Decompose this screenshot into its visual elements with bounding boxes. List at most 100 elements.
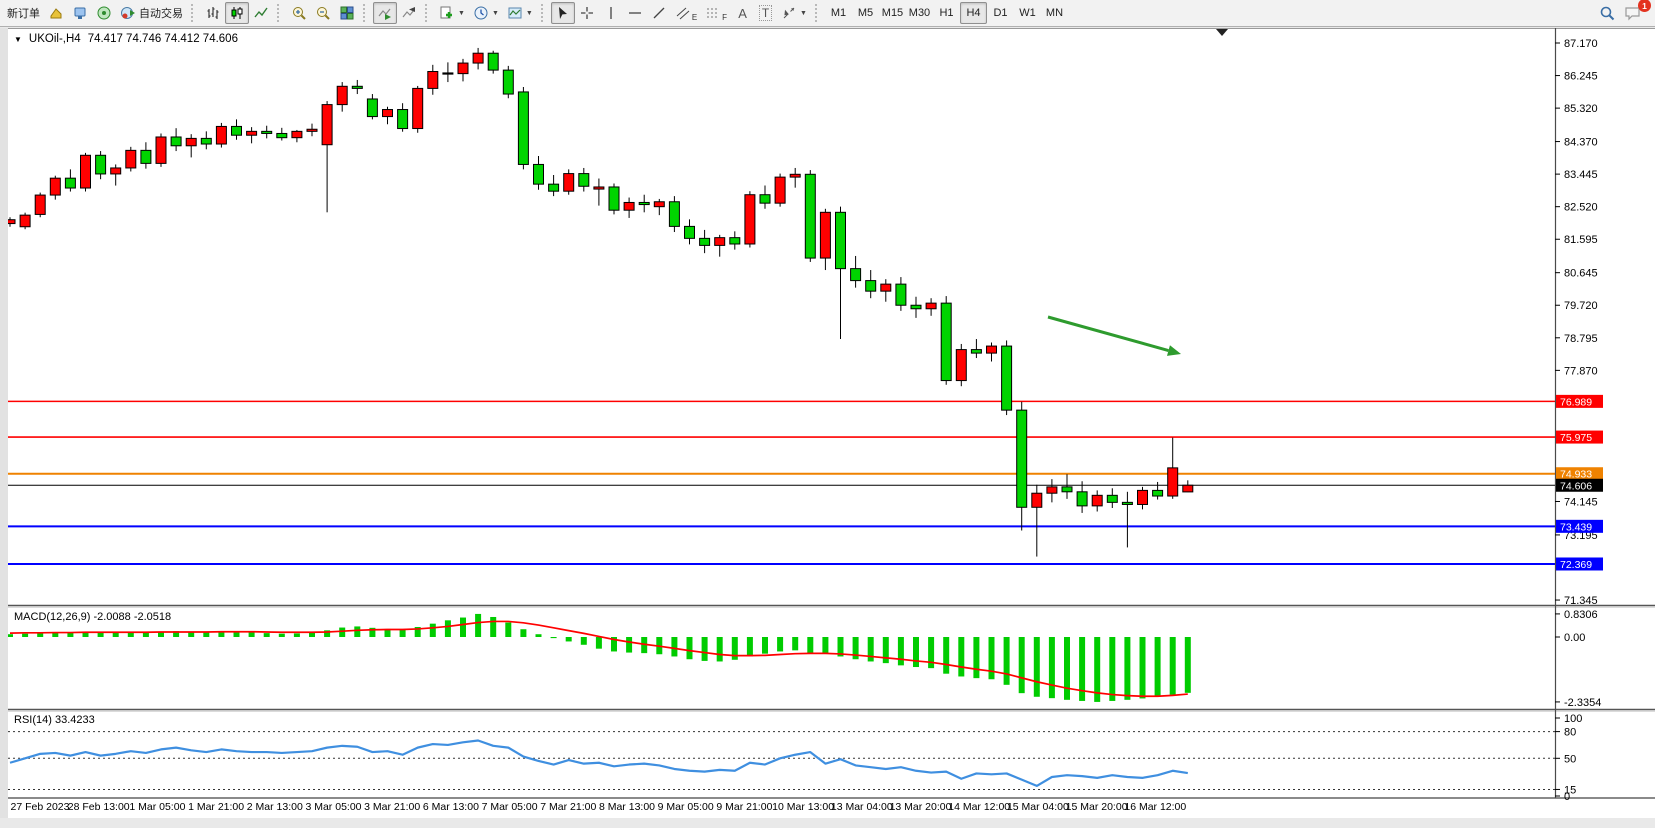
candle-body bbox=[397, 109, 409, 130]
vertical-line-icon bbox=[610, 7, 612, 19]
time-axis-label[interactable]: 10 Mar 13:00 bbox=[772, 801, 834, 813]
timeframe-m15[interactable]: M15 bbox=[879, 2, 906, 24]
timeframe-w1[interactable]: W1 bbox=[1014, 2, 1041, 24]
macd-bar bbox=[97, 632, 104, 637]
cursor-button[interactable] bbox=[550, 2, 575, 24]
channel-icon bbox=[676, 7, 690, 20]
zoom-in-button[interactable] bbox=[287, 2, 311, 24]
macd-bar bbox=[867, 637, 874, 662]
timeframe-mn[interactable]: MN bbox=[1041, 2, 1068, 24]
candle-body bbox=[699, 237, 711, 246]
terminal-button[interactable] bbox=[68, 2, 92, 24]
macd-bar bbox=[173, 631, 180, 637]
auto-scroll-button[interactable] bbox=[373, 2, 397, 24]
price-chart[interactable]: 87.170 86.245 85.320 84.370 83.445 82.520 81.5… bbox=[4, 28, 1655, 818]
trendline-button[interactable] bbox=[647, 2, 671, 24]
equidistant-channel-button[interactable]: E bbox=[671, 2, 701, 24]
market-watch-button[interactable] bbox=[44, 2, 68, 24]
macd-bar bbox=[248, 632, 255, 637]
candle-body bbox=[608, 186, 620, 211]
time-axis-label[interactable]: 27 Feb 2023 bbox=[11, 801, 70, 813]
bar-chart-button[interactable] bbox=[201, 2, 225, 24]
new-chart-button[interactable]: ▼ bbox=[435, 2, 469, 24]
chart-dropdown-icon[interactable]: ▼ bbox=[14, 34, 22, 44]
macd-signal-line bbox=[9, 620, 1188, 698]
chart-shift-button[interactable] bbox=[397, 2, 421, 24]
macd-label: MACD(12,26,9) -2.0088 -2.0518 bbox=[14, 611, 171, 623]
timeframe-m1[interactable]: M1 bbox=[825, 2, 852, 24]
candle-body bbox=[895, 283, 907, 306]
time-axis-label[interactable]: 15 Mar 04:00 bbox=[1007, 801, 1069, 813]
auto-trading-button[interactable]: 自动交易 bbox=[116, 2, 187, 24]
candle-body bbox=[955, 349, 967, 382]
search-button[interactable] bbox=[1595, 2, 1620, 24]
candle-body bbox=[835, 211, 846, 270]
time-axis-label[interactable]: 28 Feb 13:00 bbox=[68, 801, 130, 813]
time-axis-label[interactable]: 9 Mar 21:00 bbox=[716, 801, 772, 813]
axis-price-label-box bbox=[1556, 519, 1603, 533]
macd-bar bbox=[1139, 637, 1146, 699]
crosshair-button[interactable] bbox=[575, 2, 599, 24]
zoom-out-button[interactable] bbox=[311, 2, 335, 24]
time-axis-label[interactable]: 7 Mar 05:00 bbox=[482, 801, 538, 813]
time-axis-label[interactable]: 3 Mar 05:00 bbox=[305, 801, 361, 813]
macd-bar bbox=[278, 633, 285, 637]
toolbar: 新订单 自动交易 ▼ ▼ ▼ E F A T ▼ M1 M5 M15 M30 H1 H4 D… bbox=[0, 0, 1655, 27]
horizontal-line-button[interactable] bbox=[623, 2, 647, 24]
time-axis-label[interactable]: 2 Mar 13:00 bbox=[247, 801, 303, 813]
chart-window: ▼ UKOil-,H4 74.417 74.746 74.412 74.606 … bbox=[4, 28, 1655, 818]
chart-shift-marker[interactable] bbox=[1216, 29, 1228, 36]
chart-background bbox=[8, 28, 1655, 798]
price-tick-label: 78.795 bbox=[1564, 333, 1598, 345]
candle-body bbox=[668, 201, 680, 227]
candle-body bbox=[925, 302, 937, 310]
time-axis-label[interactable]: 6 Mar 13:00 bbox=[423, 801, 479, 813]
candle-body bbox=[261, 130, 273, 134]
arrows-tool-button[interactable]: ▼ bbox=[777, 2, 811, 24]
vertical-line-button[interactable] bbox=[599, 2, 623, 24]
time-axis-label[interactable]: 9 Mar 05:00 bbox=[658, 801, 714, 813]
time-axis-label[interactable]: 13 Mar 20:00 bbox=[890, 801, 952, 813]
tile-windows-button[interactable] bbox=[335, 2, 359, 24]
timeframe-m30[interactable]: M30 bbox=[906, 2, 933, 24]
macd-bar bbox=[1124, 637, 1131, 700]
candle-body bbox=[366, 98, 378, 118]
time-axis-label[interactable]: 1 Mar 05:00 bbox=[129, 801, 185, 813]
time-axis-label[interactable]: 1 Mar 21:00 bbox=[188, 801, 244, 813]
macd-tick-label: -2.3354 bbox=[1564, 697, 1601, 709]
candle-body bbox=[729, 237, 741, 245]
candle-body bbox=[986, 345, 997, 354]
time-axis-label[interactable]: 3 Mar 21:00 bbox=[364, 801, 420, 813]
timeframe-m5[interactable]: M5 bbox=[852, 2, 879, 24]
fibonacci-icon bbox=[707, 8, 720, 18]
time-axis-label[interactable]: 8 Mar 13:00 bbox=[599, 801, 655, 813]
fibonacci-button[interactable]: F bbox=[701, 2, 731, 24]
candle-body bbox=[1016, 409, 1028, 508]
search-icon bbox=[1600, 6, 1615, 20]
new-order-button[interactable]: 新订单 bbox=[3, 2, 44, 24]
time-axis-label[interactable]: 15 Mar 20:00 bbox=[1066, 801, 1128, 813]
candle-body bbox=[246, 130, 258, 136]
line-chart-button[interactable] bbox=[249, 2, 273, 24]
clock-icon bbox=[474, 6, 488, 20]
toolbar-group-handle bbox=[814, 4, 821, 22]
timeframe-h4[interactable]: H4 bbox=[959, 2, 987, 24]
label-tool-button[interactable]: T bbox=[754, 2, 777, 24]
timeframe-h1[interactable]: H1 bbox=[933, 2, 960, 24]
text-tool-button[interactable]: A bbox=[731, 2, 754, 24]
trend-arrow-line[interactable] bbox=[1047, 315, 1169, 352]
time-axis-label[interactable]: 16 Mar 12:00 bbox=[1124, 801, 1186, 813]
templates-button[interactable]: ▼ bbox=[503, 2, 537, 24]
dropdown-caret-icon: ▼ bbox=[800, 9, 807, 17]
time-axis-label[interactable]: 14 Mar 12:00 bbox=[948, 801, 1010, 813]
candle-body bbox=[200, 137, 212, 145]
timeframe-d1[interactable]: D1 bbox=[987, 2, 1014, 24]
rsi-line bbox=[9, 739, 1188, 787]
candle-body bbox=[95, 154, 107, 175]
candle-body bbox=[940, 302, 952, 382]
period-button[interactable]: ▼ bbox=[469, 2, 503, 24]
signals-button[interactable] bbox=[92, 2, 116, 24]
time-axis-label[interactable]: 7 Mar 21:00 bbox=[540, 801, 596, 813]
time-axis-label[interactable]: 13 Mar 04:00 bbox=[831, 801, 893, 813]
candlestick-chart-button[interactable] bbox=[225, 2, 249, 24]
